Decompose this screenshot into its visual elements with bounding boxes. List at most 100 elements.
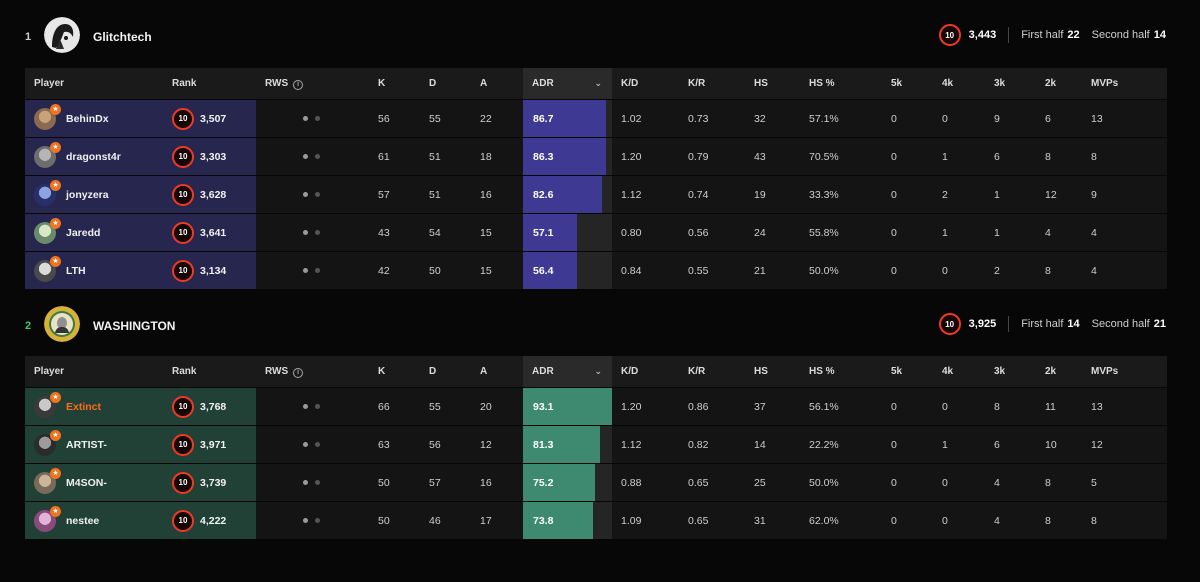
- col-player[interactable]: Player: [25, 68, 163, 99]
- loading-dot-icon: [315, 518, 320, 523]
- player-cell[interactable]: ★ LTH: [25, 252, 163, 289]
- col-rank[interactable]: Rank: [163, 356, 256, 387]
- triple-kills: 1: [985, 214, 1036, 251]
- avatar[interactable]: ★: [34, 429, 61, 456]
- col-a[interactable]: A: [471, 356, 523, 387]
- team-name[interactable]: Glitchtech: [93, 30, 152, 44]
- avatar[interactable]: ★: [34, 391, 61, 418]
- avatar[interactable]: ★: [34, 467, 61, 494]
- team-name[interactable]: WASHINGTON: [93, 319, 176, 333]
- second-half-label: Second half: [1091, 29, 1150, 41]
- col-adr[interactable]: ADR ⌄: [523, 68, 612, 99]
- col-k[interactable]: K: [369, 356, 420, 387]
- player-cell[interactable]: ★ M4SON-: [25, 464, 163, 501]
- avatar[interactable]: ★: [34, 179, 61, 206]
- col-k[interactable]: K: [369, 68, 420, 99]
- assists: 18: [471, 138, 523, 175]
- team-logo-icon[interactable]: [44, 306, 80, 342]
- player-name[interactable]: LTH: [66, 264, 86, 277]
- table-row[interactable]: ★ nestee 10 4,222 50 46 17 73.8 1.09 0.6…: [25, 502, 1167, 539]
- player-cell[interactable]: ★ ARTIST-: [25, 426, 163, 463]
- player-cell[interactable]: ★ nestee: [25, 502, 163, 539]
- loading-dot-icon: [315, 154, 320, 159]
- skill-level-icon: 10: [172, 471, 194, 494]
- col-2k[interactable]: 2k: [1036, 356, 1082, 387]
- col-rank[interactable]: Rank: [163, 68, 256, 99]
- player-cell[interactable]: ★ jonyzera: [25, 176, 163, 213]
- rank-cell: 10 3,303: [163, 138, 256, 175]
- player-cell[interactable]: ★ Extinct: [25, 388, 163, 425]
- col-4k[interactable]: 4k: [933, 68, 985, 99]
- col-hs-pct[interactable]: HS %: [800, 68, 882, 99]
- col-3k[interactable]: 3k: [985, 356, 1036, 387]
- col-5k[interactable]: 5k: [882, 356, 933, 387]
- col-kr[interactable]: K/R: [679, 356, 745, 387]
- col-mvps[interactable]: MVPs: [1082, 356, 1167, 387]
- double-kills: 4: [1036, 214, 1082, 251]
- player-name[interactable]: jonyzera: [66, 188, 109, 201]
- player-name[interactable]: ARTIST-: [66, 438, 107, 451]
- info-icon[interactable]: i: [293, 367, 304, 378]
- double-kills: 8: [1036, 138, 1082, 175]
- double-kills: 8: [1036, 502, 1082, 539]
- rank-cell: 10 3,971: [163, 426, 256, 463]
- col-kd[interactable]: K/D: [612, 68, 679, 99]
- mvps: 8: [1082, 502, 1167, 539]
- col-player[interactable]: Player: [25, 356, 163, 387]
- player-name[interactable]: Extinct: [66, 400, 102, 413]
- team-logo-icon[interactable]: [44, 17, 80, 53]
- rank-cell: 10 3,739: [163, 464, 256, 501]
- mvps: 13: [1082, 100, 1167, 137]
- col-hs-pct[interactable]: HS %: [800, 356, 882, 387]
- table-row[interactable]: ★ dragonst4r 10 3,303 61 51 18 86.3 1.20…: [25, 138, 1167, 175]
- table-row[interactable]: ★ ARTIST- 10 3,971 63 56 12 81.3 1.12 0.…: [25, 426, 1167, 463]
- table-row[interactable]: ★ LTH 10 3,134 42 50 15 56.4 0.84 0.55: [25, 252, 1167, 289]
- col-d[interactable]: D: [420, 68, 471, 99]
- col-mvps[interactable]: MVPs: [1082, 68, 1167, 99]
- col-rws[interactable]: RWS i: [256, 356, 369, 387]
- col-hs[interactable]: HS: [745, 356, 800, 387]
- avatar[interactable]: ★: [34, 255, 61, 282]
- loading-dot-icon: [315, 116, 320, 121]
- loading-dot-icon: [303, 268, 308, 273]
- headshot-pct: 33.3%: [800, 176, 882, 213]
- avatar[interactable]: ★: [34, 141, 61, 168]
- table-row[interactable]: ★ jonyzera 10 3,628 57 51 16 82.6 1.12 0…: [25, 176, 1167, 213]
- avatar[interactable]: ★: [34, 217, 61, 244]
- col-5k[interactable]: 5k: [882, 68, 933, 99]
- player-name[interactable]: Jaredd: [66, 226, 101, 239]
- col-a[interactable]: A: [471, 68, 523, 99]
- table-row[interactable]: ★ Jaredd 10 3,641 43 54 15 57.1 0.80 0.5…: [25, 214, 1167, 251]
- col-3k[interactable]: 3k: [985, 68, 1036, 99]
- player-cell[interactable]: ★ Jaredd: [25, 214, 163, 251]
- player-cell[interactable]: ★ dragonst4r: [25, 138, 163, 175]
- scoreboard-table-team-2: Player Rank RWS i K D A ADR ⌄ K/D K/R HS H…: [25, 355, 1167, 540]
- col-kd[interactable]: K/D: [612, 356, 679, 387]
- player-name[interactable]: nestee: [66, 514, 100, 527]
- table-row[interactable]: ★ Extinct 10 3,768 66 55 20 93.1 1.20 0.…: [25, 388, 1167, 425]
- table-row[interactable]: ★ BehinDx 10 3,507 56 55 22 86.7 1.02 0.…: [25, 100, 1167, 137]
- col-4k[interactable]: 4k: [933, 356, 985, 387]
- player-name[interactable]: BehinDx: [66, 112, 109, 125]
- avatar[interactable]: ★: [34, 505, 61, 532]
- player-name[interactable]: dragonst4r: [66, 150, 121, 163]
- player-name[interactable]: M4SON-: [66, 476, 107, 489]
- col-rws[interactable]: RWS i: [256, 68, 369, 99]
- headshots: 19: [745, 176, 800, 213]
- col-kr[interactable]: K/R: [679, 68, 745, 99]
- col-2k[interactable]: 2k: [1036, 68, 1082, 99]
- col-hs[interactable]: HS: [745, 68, 800, 99]
- kr-ratio: 0.74: [679, 176, 745, 213]
- loading-dot-icon: [315, 192, 320, 197]
- team-stats: 10 3,443 First half 22 Second half 14: [938, 23, 1166, 47]
- info-icon[interactable]: i: [293, 79, 304, 90]
- player-cell[interactable]: ★ BehinDx: [25, 100, 163, 137]
- col-d[interactable]: D: [420, 356, 471, 387]
- col-adr[interactable]: ADR ⌄: [523, 356, 612, 387]
- quad-kills: 1: [933, 214, 985, 251]
- assists: 15: [471, 214, 523, 251]
- mvps: 8: [1082, 138, 1167, 175]
- avatar[interactable]: ★: [34, 103, 61, 130]
- loading-dot-icon: [303, 116, 308, 121]
- table-row[interactable]: ★ M4SON- 10 3,739 50 57 16 75.2 0.88 0.6…: [25, 464, 1167, 501]
